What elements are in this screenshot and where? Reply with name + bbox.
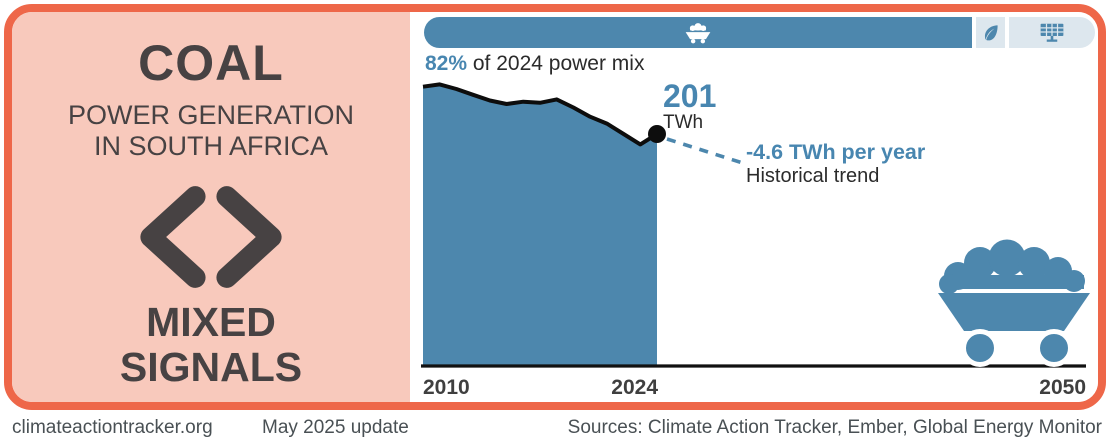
x-tick-2050: 2050 [1039, 376, 1086, 399]
sources-text: Sources: Climate Action Tracker, Ember, … [567, 417, 1102, 438]
leaf-icon [984, 25, 998, 41]
coal-cart-icon [685, 22, 711, 43]
trend-dashline [666, 137, 744, 165]
verdict: MIXED SIGNALS [12, 300, 410, 390]
data-point-2024 [648, 125, 666, 143]
chart-area [423, 84, 657, 367]
solar-panel-icon [1040, 23, 1064, 42]
update-date: May 2025 update [262, 417, 409, 438]
power-mix-segment-other-renewables [975, 17, 1005, 48]
site-link[interactable]: climateactiontracker.org [12, 417, 213, 438]
left-panel: COAL POWER GENERATION IN SOUTH AFRICA MI… [12, 12, 410, 402]
page-title: COAL [138, 35, 284, 91]
verdict-line-2: SIGNALS [119, 344, 303, 390]
trend-rate-label: -4.6 TWh per year [746, 140, 926, 164]
end-value-unit: TWh [663, 112, 704, 133]
x-tick-2010: 2010 [423, 376, 470, 399]
chart-svg [421, 82, 1090, 368]
footer: climateactiontracker.org May 2025 update… [0, 412, 1110, 444]
power-mix-segment-solar [1008, 17, 1096, 48]
trend-name-label: Historical trend [746, 165, 880, 187]
page-subtitle: POWER GENERATION IN SOUTH AFRICA [12, 100, 410, 162]
chart-panel: 82% of 2024 power mix [410, 12, 1098, 402]
subtitle-line-1: POWER GENERATION [67, 100, 355, 130]
power-mix-segment-coal [424, 17, 972, 48]
power-mix-caption-text: of 2024 power mix [467, 52, 645, 75]
coal-cart-illustration [938, 239, 1090, 367]
power-mix-bar [424, 17, 1096, 48]
power-mix-share-value: 82% [425, 52, 468, 75]
subtitle-line-2: IN SOUTH AFRICA [93, 131, 329, 161]
mixed-signals-chevrons-icon [12, 184, 410, 295]
chart-line [422, 82, 659, 147]
power-mix-caption: 82% of 2024 power mix [425, 52, 644, 76]
verdict-line-1: MIXED [146, 299, 276, 345]
x-tick-2024: 2024 [611, 376, 658, 399]
card: COAL POWER GENERATION IN SOUTH AFRICA MI… [4, 4, 1106, 410]
end-value-label: 201 [663, 78, 717, 114]
